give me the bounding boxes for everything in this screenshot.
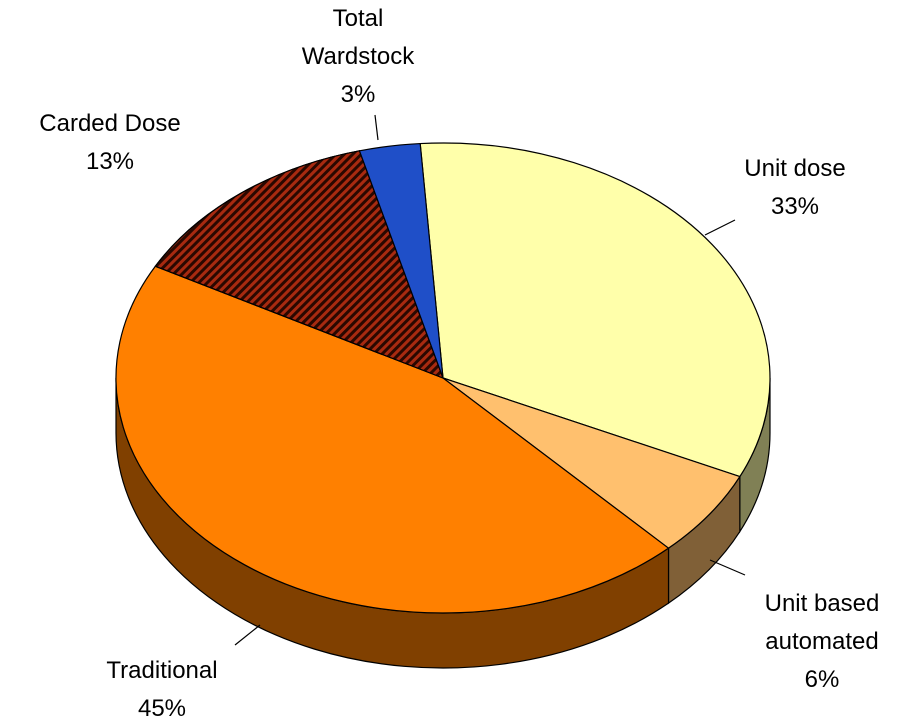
value-label: 45% — [137, 695, 187, 722]
slice-label: Total Wardstock 3% — [293, 0, 423, 114]
value-label: 13% — [85, 148, 135, 175]
category-name: Total Wardstock — [301, 5, 415, 70]
slice — [358, 142, 444, 379]
leader-line — [374, 114, 379, 141]
value-label: 6% — [804, 666, 840, 693]
pie-tops — [115, 142, 771, 614]
leader-line — [704, 219, 736, 236]
leader-line — [234, 624, 261, 646]
category-name: Unit based automated — [764, 590, 880, 655]
slice — [442, 377, 741, 549]
value-label: 3% — [340, 81, 376, 108]
category-name: Traditional — [106, 657, 218, 684]
leader-line — [709, 559, 746, 576]
slice-label: Unit dose 33% — [720, 150, 870, 226]
category-name: Carded Dose — [39, 110, 181, 137]
slice-label: Carded Dose 13% — [20, 105, 200, 181]
value-label: 33% — [770, 193, 820, 220]
slice-label: Traditional 45% — [72, 652, 252, 728]
slice — [419, 142, 771, 478]
slice-pattern — [154, 150, 445, 380]
slice-label: Unit based automated 6% — [747, 585, 897, 699]
leader-lines — [234, 114, 746, 646]
slice — [115, 265, 670, 614]
category-name: Unit dose — [744, 155, 846, 182]
